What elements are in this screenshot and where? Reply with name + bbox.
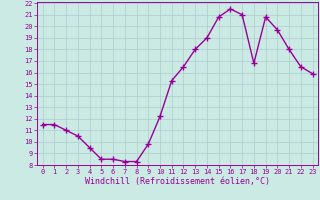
X-axis label: Windchill (Refroidissement éolien,°C): Windchill (Refroidissement éolien,°C): [85, 177, 270, 186]
